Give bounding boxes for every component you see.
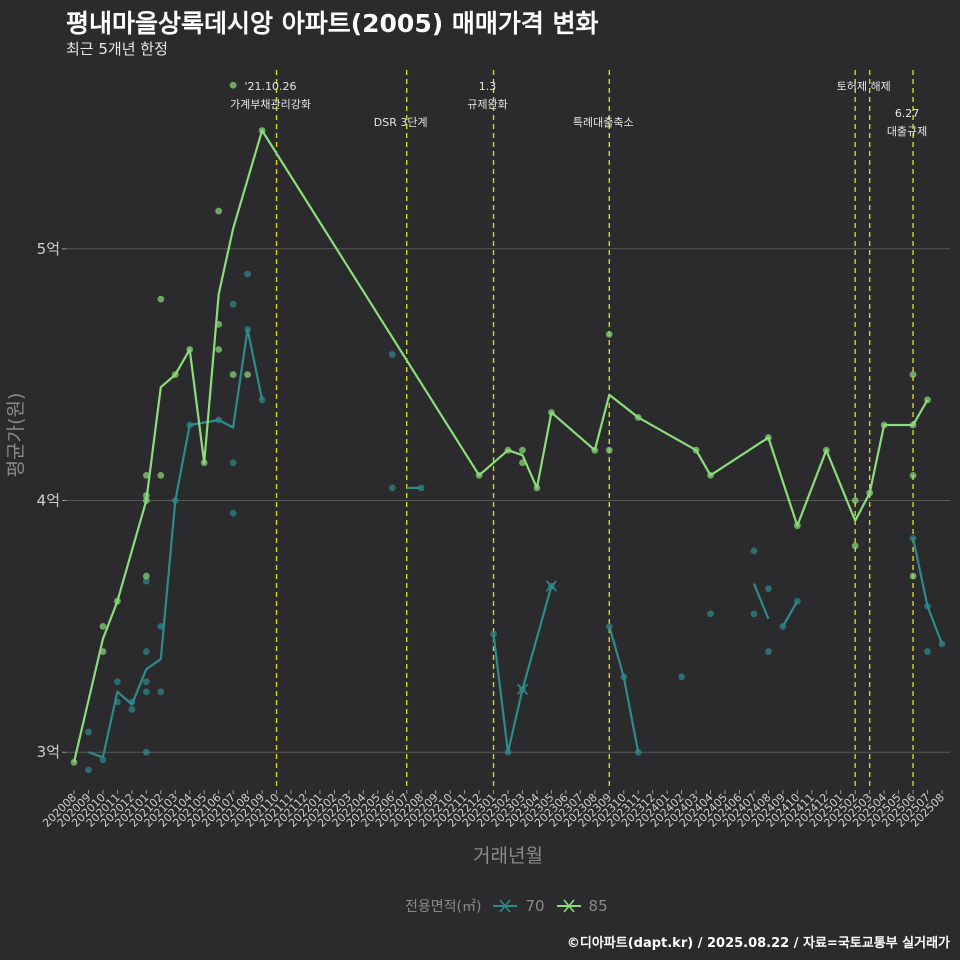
point-70 (634, 748, 642, 756)
legend: 전용면적(㎡) 70 85 (405, 896, 608, 916)
series-line-70 (752, 583, 770, 620)
legend-label-70: 70 (525, 897, 545, 915)
point-70 (258, 396, 266, 404)
point-85 (244, 371, 252, 379)
x-axis-title: 거래년월 (473, 845, 543, 867)
point-70 (114, 678, 121, 686)
series-line-70 (492, 585, 553, 754)
point-70 (229, 300, 237, 308)
point-70 (765, 648, 772, 655)
chart-title: 평내마을상록데시앙 아파트(2005) 매매가격 변화 (66, 9, 599, 38)
point-70 (142, 648, 150, 655)
point-85 (157, 295, 165, 303)
point-70 (605, 622, 613, 630)
point-70 (142, 748, 150, 756)
y-tick-label: 5억 (37, 240, 60, 258)
point-70 (128, 706, 136, 713)
point-70 (142, 577, 150, 585)
point-85 (215, 207, 223, 215)
point-70 (678, 673, 685, 681)
legend-item-70: 70 (491, 897, 545, 915)
series-line-85 (72, 129, 929, 763)
point-70 (388, 484, 396, 492)
legend-title: 전용면적(㎡) (405, 899, 482, 915)
point-85 (142, 572, 150, 580)
event-label: 토허제 해제 (837, 79, 891, 93)
point-70 (99, 756, 107, 764)
series-line-70 (88, 328, 264, 759)
point-85 (142, 471, 150, 479)
point-85 (605, 446, 613, 454)
point-70 (229, 459, 237, 467)
series-line-70 (912, 538, 944, 645)
chart-subtitle: 최근 5개년 한정 (66, 40, 168, 58)
event-label: '21.10.26 (245, 80, 297, 93)
event-label: 6.27 (895, 107, 920, 120)
point-85 (605, 330, 613, 338)
point-85 (157, 471, 165, 479)
legend-swatch-70 (493, 899, 518, 913)
point-85 (909, 471, 917, 479)
event-label: 규제완화 (467, 98, 507, 111)
legend-label-85: 85 (588, 897, 608, 915)
event-label: 1.3 (479, 80, 497, 93)
point-70 (924, 648, 931, 655)
point-70 (388, 351, 396, 358)
point-70 (85, 728, 92, 736)
series-line-70 (781, 600, 799, 627)
y-tick-label: 4억 (37, 492, 60, 510)
point-85 (229, 81, 237, 89)
point-85 (851, 542, 859, 550)
point-70 (157, 622, 165, 630)
event-label: 대출규제 (887, 125, 927, 138)
point-70 (85, 766, 92, 774)
point-85 (229, 371, 237, 379)
point-70 (142, 678, 150, 686)
point-70 (229, 509, 237, 517)
legend-swatch-85 (556, 899, 581, 913)
x-marker-70 (516, 683, 529, 695)
point-70 (750, 547, 758, 555)
source-caption: ©디아파트(dapt.kr) / 2025.08.22 / 자료=국토교통부 실… (566, 936, 950, 951)
point-70 (765, 585, 772, 593)
event-label: DSR 3단계 (374, 116, 428, 129)
event-label: 특례대출축소 (573, 116, 634, 129)
x-marker-70 (545, 580, 557, 592)
event-label: 가계부채관리강화 (230, 98, 311, 111)
point-85 (909, 371, 917, 379)
legend-item-85: 85 (555, 897, 608, 915)
point-70 (909, 534, 917, 542)
y-axis-title: 평균가(원) (5, 393, 27, 478)
point-85 (99, 622, 107, 630)
point-85 (519, 446, 526, 454)
point-85 (851, 497, 859, 504)
point-85 (909, 572, 917, 580)
point-70 (750, 610, 758, 618)
point-85 (215, 346, 223, 353)
point-70 (707, 610, 714, 618)
y-tick-label: 3억 (37, 743, 60, 761)
point-70 (244, 270, 252, 278)
point-70 (157, 688, 165, 696)
series-line-70 (608, 626, 640, 753)
point-85 (70, 758, 78, 766)
point-70 (142, 688, 150, 696)
